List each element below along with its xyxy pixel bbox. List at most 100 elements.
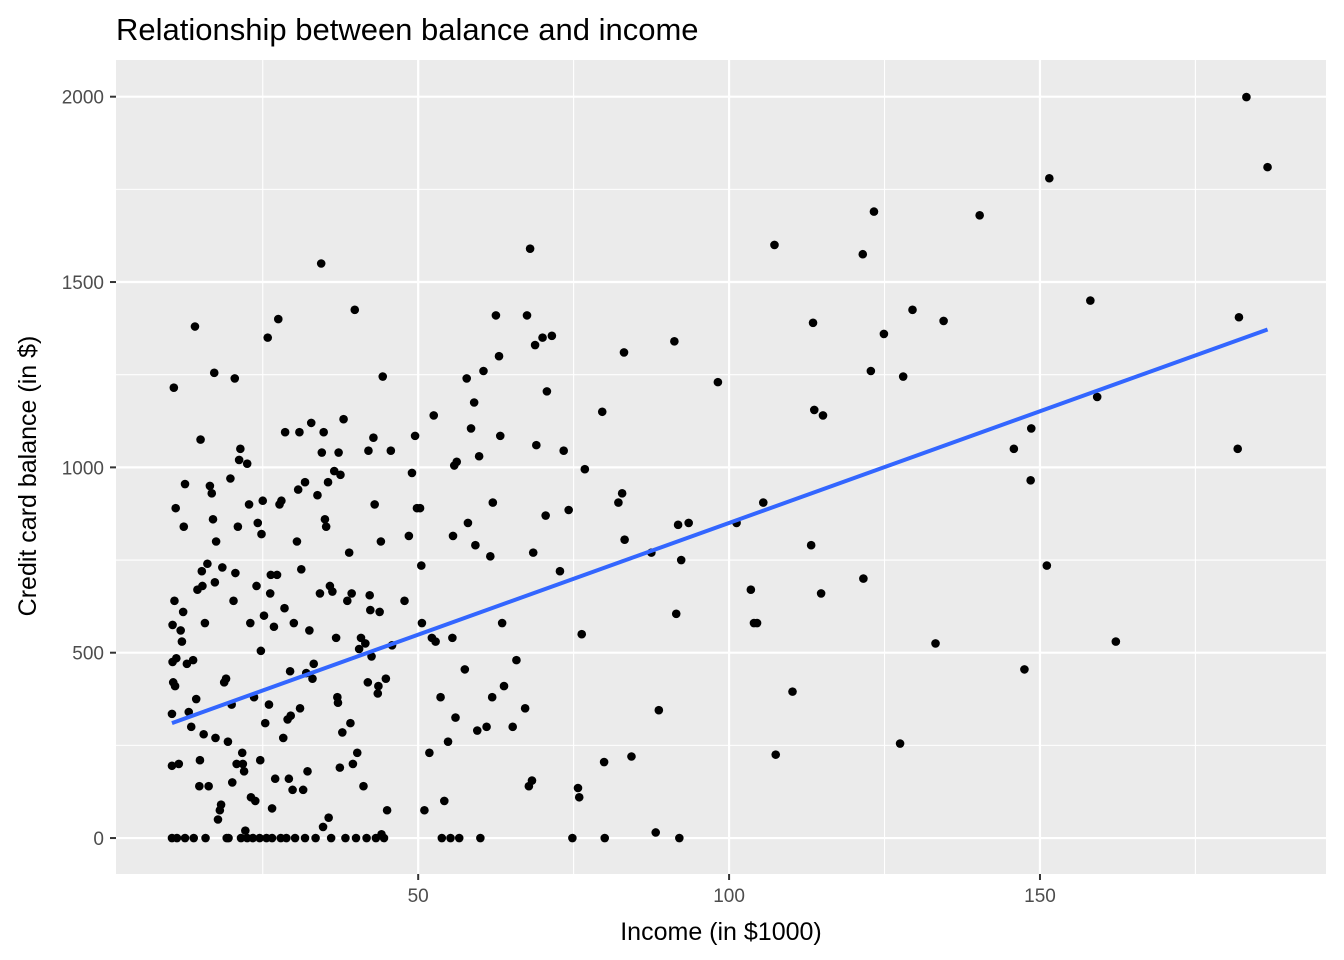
data-point [758,498,768,507]
data-point [788,687,797,696]
data-point [1026,424,1036,433]
data-point [816,589,826,598]
data-point [309,659,319,669]
data-point [267,804,277,813]
data-point [469,398,479,407]
data-point [404,531,414,541]
data-point [491,311,501,320]
data-point [568,833,577,843]
data-point [306,418,316,428]
data-point [318,822,328,832]
data-point [1026,476,1035,485]
data-point [420,805,429,815]
data-point [525,244,535,253]
data-point [246,618,255,628]
data-point [939,316,948,326]
data-point [236,833,246,843]
data-point [448,633,457,643]
data-point [1086,296,1095,305]
data-point [259,611,269,620]
data-point [597,407,607,417]
data-point [171,503,180,513]
data-point [321,522,331,531]
data-point [437,833,447,843]
data-point [1042,561,1052,570]
data-point [323,477,333,487]
data-point [366,605,375,615]
data-point [347,589,356,598]
data-point [373,689,383,698]
data-point [770,240,779,250]
data-point [559,446,568,455]
data-point [364,446,373,455]
data-point [431,637,440,646]
data-point [374,681,383,691]
data-point [497,618,507,628]
data-point [285,666,295,676]
data-point [280,427,290,437]
data-point [176,626,185,635]
data-point [255,755,265,765]
data-point [335,763,345,772]
data-point [673,520,683,530]
data-point [231,568,240,578]
data-point [277,496,286,506]
major-gridlines [116,60,1326,874]
data-point [446,833,455,843]
data-point [354,644,364,654]
data-point [542,387,552,396]
data-point [293,485,303,494]
data-point [211,733,220,743]
data-point [471,540,480,550]
data-point [474,451,484,461]
data-point [213,815,223,824]
data-point [286,711,296,721]
data-point [1233,444,1243,454]
data-point [472,726,482,735]
data-point [270,774,280,784]
data-point [614,498,623,507]
data-point [538,333,547,342]
data-point [359,781,368,791]
data-point [184,707,194,717]
data-point [386,446,396,455]
data-point [288,785,297,795]
data-point [931,639,940,648]
data-point [460,665,470,674]
data-point [400,596,409,606]
data-point [627,752,636,761]
data-point [547,331,557,341]
data-point [253,518,263,528]
data-point [186,722,196,732]
data-point [266,570,276,580]
data-point [541,511,550,520]
data-point [248,833,258,843]
data-point [806,540,816,550]
data-point [303,767,312,776]
data-point [300,477,310,487]
data-point [486,552,495,561]
data-point [295,704,305,713]
data-point [296,565,306,574]
data-point [230,374,240,383]
data-point [328,587,337,596]
data-point [189,833,199,843]
data-point [869,207,879,216]
data-point [339,414,348,424]
x-tick-label: 100 [713,886,745,907]
data-point [452,457,462,467]
data-point [1092,392,1102,402]
data-point [177,637,187,646]
data-point [237,748,247,758]
data-point [454,833,464,843]
data-point [895,739,905,748]
data-point [221,674,231,683]
data-point [256,646,266,656]
data-point [191,694,201,704]
regression-fit-line [171,327,1269,726]
data-point [210,577,220,587]
data-point [280,603,289,613]
data-point [331,633,341,643]
data-point [258,496,268,506]
data-point [218,563,227,572]
